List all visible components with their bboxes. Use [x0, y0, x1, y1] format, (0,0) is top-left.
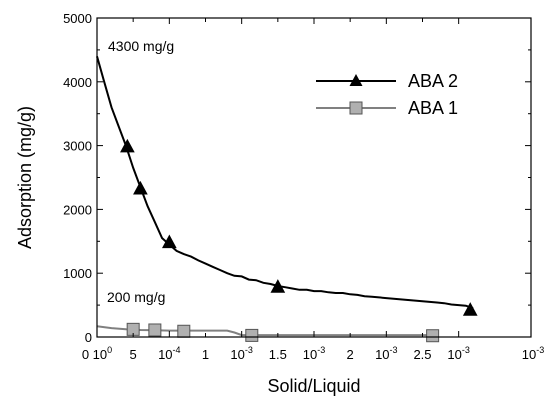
x-tick-label: 1 — [202, 347, 209, 362]
point-marker-aba1 — [426, 329, 440, 343]
x-tick-label: 1.5 — [269, 347, 287, 362]
legend-triangle-icon — [349, 74, 363, 86]
series-line-aba-2 — [96, 56, 474, 310]
point-marker-aba2 — [161, 234, 177, 249]
point-marker-aba1 — [148, 323, 162, 337]
legend: ABA 2 ABA 1 — [316, 71, 458, 118]
point-marker-aba2 — [133, 180, 148, 195]
plot-content — [96, 56, 478, 343]
x-tick-label-end: 10-3 — [522, 345, 544, 362]
point-marker-aba1 — [245, 328, 259, 342]
y-tick-label: 2000 — [63, 202, 92, 217]
y-axis-title: Adsorption (mg/g) — [15, 106, 35, 249]
annotation-peak: 4300 mg/g — [108, 38, 174, 54]
point-marker-aba2 — [120, 138, 135, 153]
legend-label-aba1: ABA 1 — [408, 98, 458, 118]
annotation-low: 200 mg/g — [107, 289, 165, 305]
point-marker-aba1 — [177, 324, 191, 338]
point-marker-aba2 — [462, 302, 478, 316]
x-tick-label: 10-3 — [303, 345, 325, 362]
x-tick-label: 5 — [130, 347, 137, 362]
legend-marker-aba1 — [349, 101, 363, 115]
x-tick-label: 10-4 — [158, 345, 180, 362]
legend-square-icon — [349, 101, 363, 115]
legend-label-aba2: ABA 2 — [408, 71, 458, 91]
y-tick-label: 4000 — [63, 75, 92, 90]
x-tick-label: 10-3 — [447, 345, 469, 362]
y-tick-label: 0 — [85, 330, 92, 345]
y-tick-label: 5000 — [63, 11, 92, 26]
y-tick-label: 3000 — [63, 139, 92, 154]
x-tick-label: 0 100 — [82, 345, 112, 362]
x-tick-label: 10-3 — [230, 345, 252, 362]
y-tick-label: 1000 — [63, 266, 92, 281]
legend-marker-aba2 — [349, 74, 363, 86]
axis-ticks: 0 1000 2000 3000 4000 5000 0 100 5 10-4 1 10-3 1.5 1… — [63, 11, 544, 362]
point-marker-aba2 — [270, 279, 286, 293]
x-tick-label: 2.5 — [413, 347, 431, 362]
x-tick-label: 10-3 — [375, 345, 397, 362]
x-axis-title: Solid/Liquid — [267, 376, 360, 396]
x-tick-label: 2 — [347, 347, 354, 362]
